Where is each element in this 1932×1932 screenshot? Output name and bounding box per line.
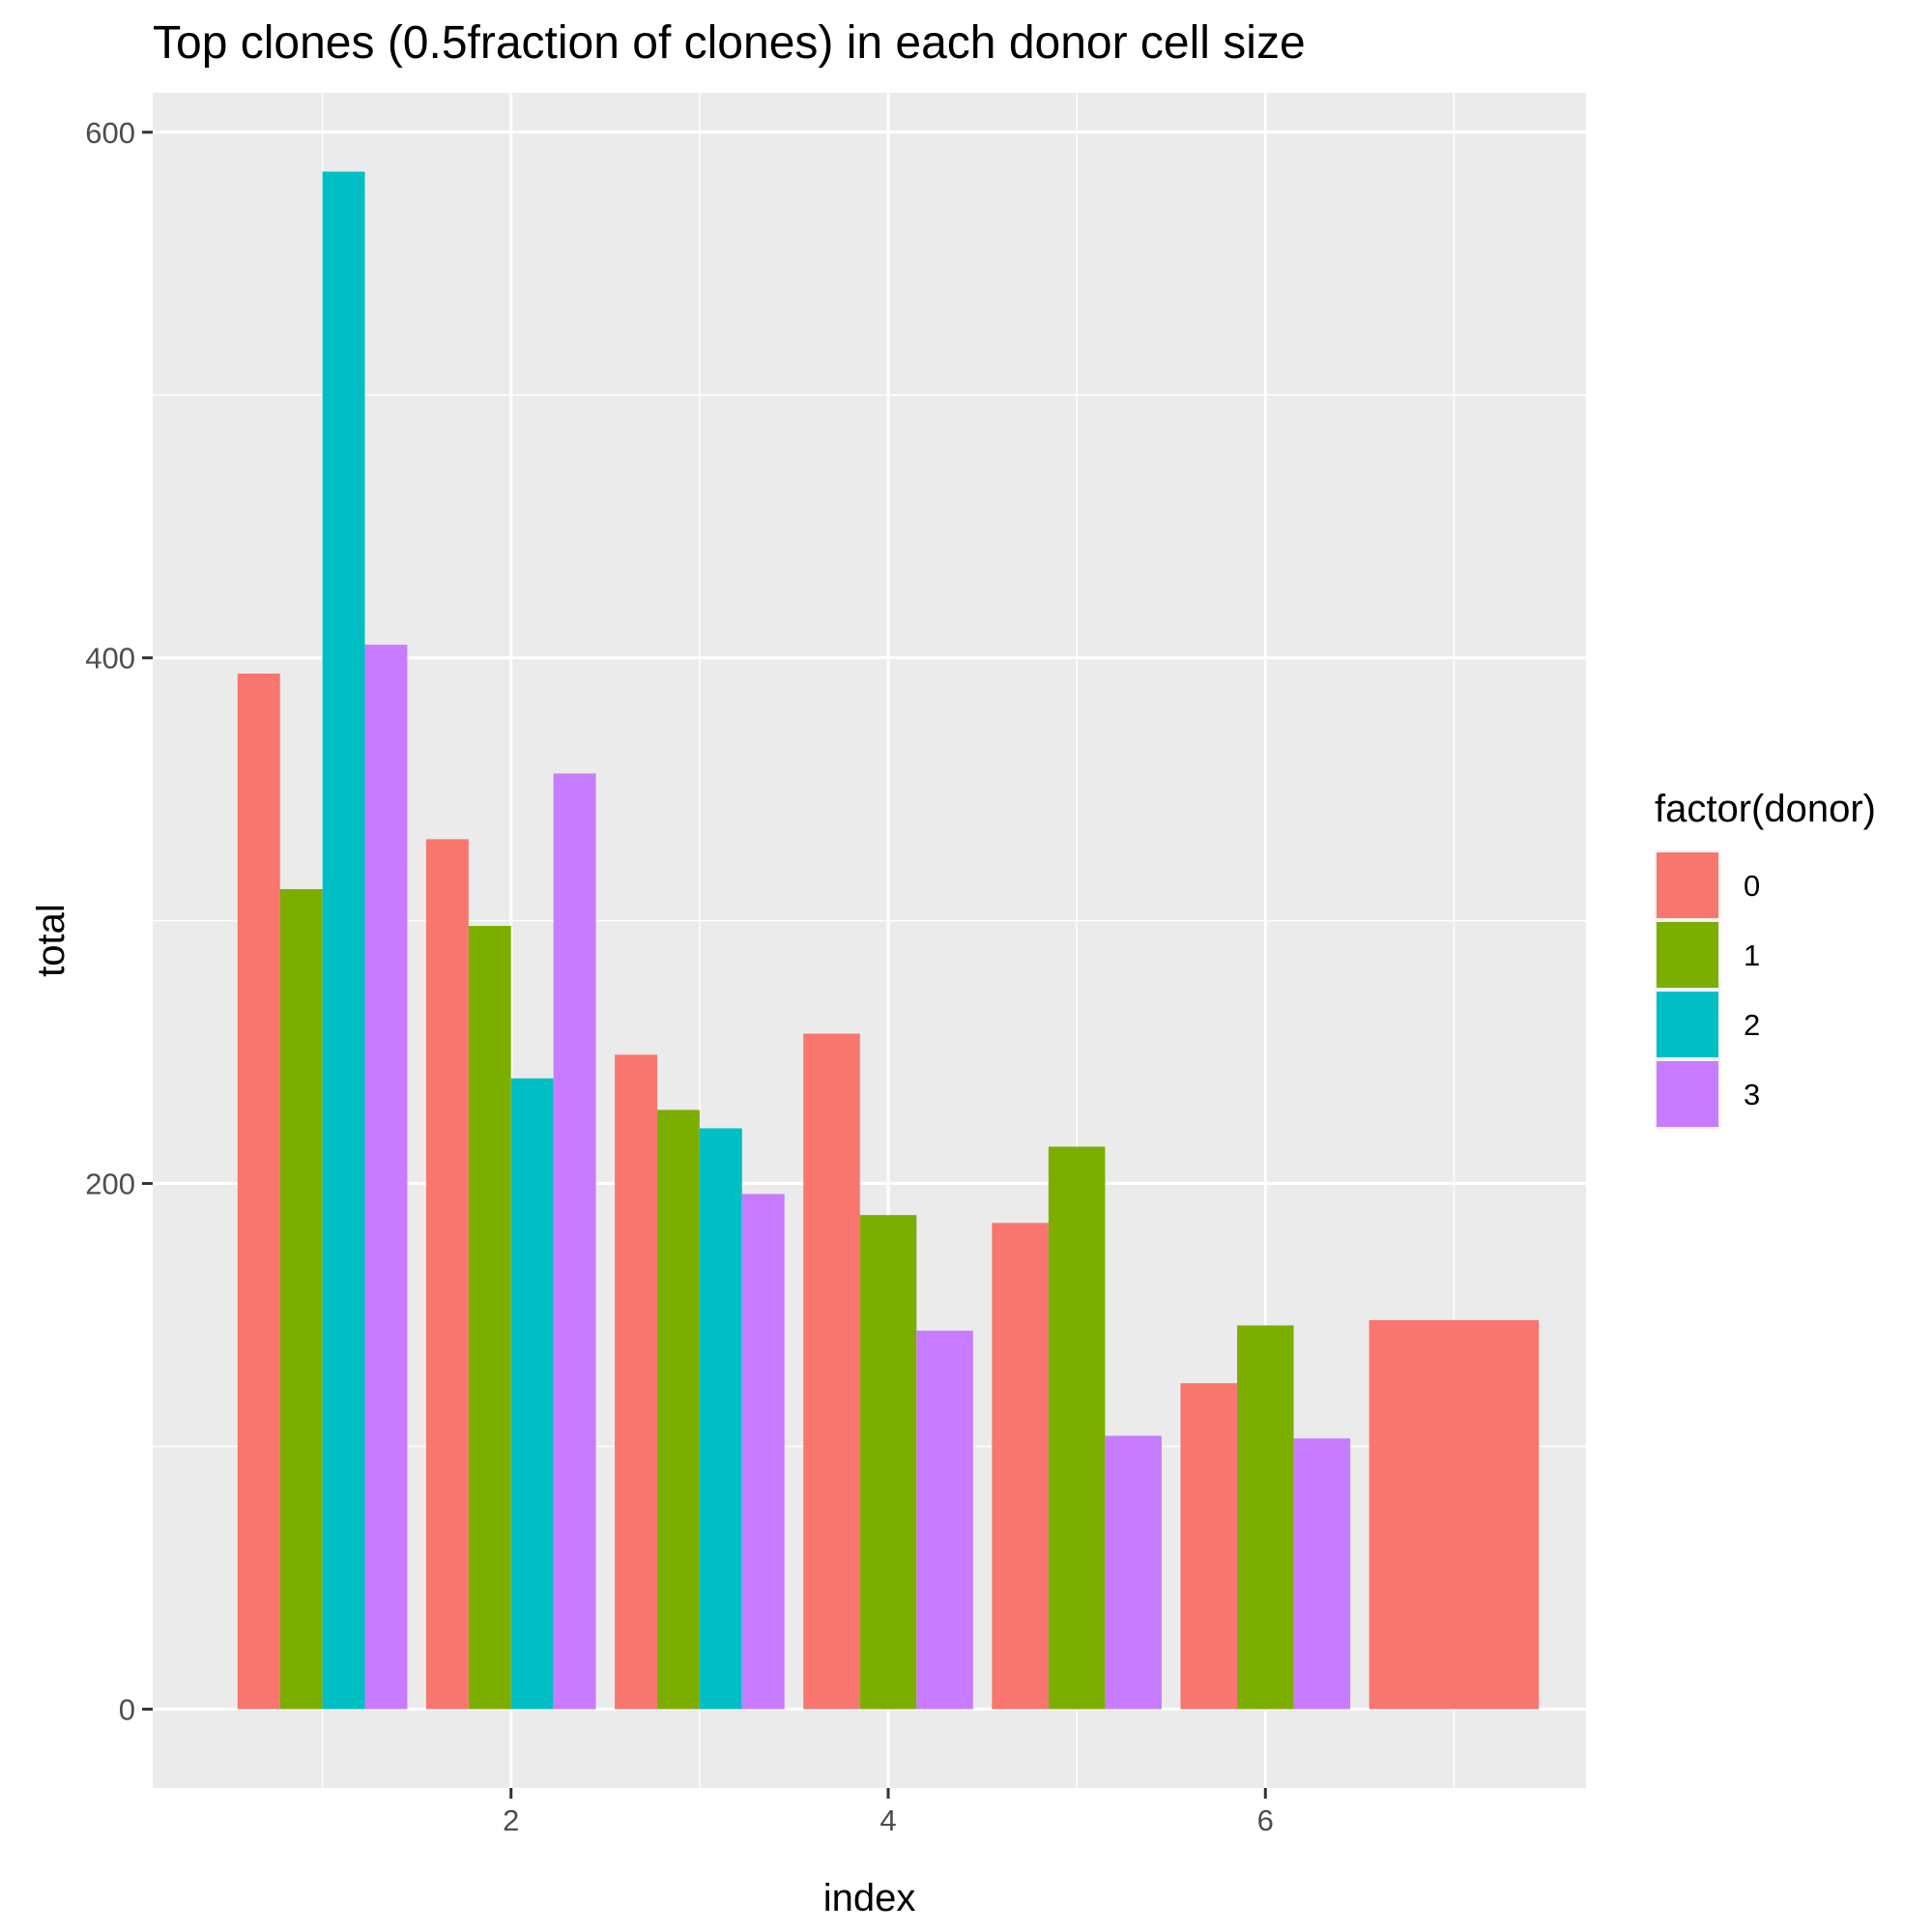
bars <box>237 171 1540 1710</box>
bar-donor-2-index-2 <box>510 1078 554 1710</box>
legend-label: 0 <box>1744 869 1760 903</box>
bar-donor-0-index-4 <box>803 1033 860 1710</box>
bar-donor-2-index-3 <box>699 1128 742 1710</box>
x-tick-label: 6 <box>1257 1803 1274 1837</box>
legend-swatch <box>1657 852 1718 918</box>
bar-donor-0-index-1 <box>237 673 280 1710</box>
legend-label: 1 <box>1744 938 1760 972</box>
legend-swatch <box>1657 1061 1718 1127</box>
bar-donor-0-index-5 <box>992 1223 1049 1710</box>
x-tick-label: 4 <box>879 1803 896 1837</box>
y-tick-label: 600 <box>85 116 135 150</box>
legend-label: 3 <box>1744 1078 1760 1111</box>
y-tick-label: 200 <box>85 1168 135 1201</box>
bar-donor-3-index-3 <box>741 1194 785 1710</box>
legend-swatch <box>1657 922 1718 988</box>
bar-donor-2-index-1 <box>322 171 365 1710</box>
bar-donor-0-index-6 <box>1180 1383 1238 1710</box>
bar-donor-3-index-4 <box>916 1330 973 1710</box>
bar-donor-3-index-5 <box>1105 1435 1162 1710</box>
bar-donor-3-index-1 <box>364 645 408 1710</box>
legend-title: factor(donor) <box>1655 788 1876 830</box>
x-axis-title: index <box>823 1877 916 1919</box>
chart-title: Top clones (0.5fraction of clones) in ea… <box>153 17 1306 69</box>
bar-donor-1-index-5 <box>1048 1146 1106 1710</box>
bar-donor-1-index-3 <box>656 1110 700 1710</box>
bar-donor-0-index-2 <box>425 839 469 1710</box>
x-tick-label: 2 <box>503 1803 519 1837</box>
y-axis-title: total <box>30 904 72 977</box>
legend: factor(donor) 0 1 2 3 <box>1655 788 1876 1129</box>
bar-donor-1-index-2 <box>468 926 511 1710</box>
legend-label: 2 <box>1744 1008 1760 1042</box>
x-axis: 2 4 6 <box>503 1788 1274 1837</box>
y-tick-label: 400 <box>85 642 135 676</box>
bar-donor-1-index-4 <box>859 1215 917 1710</box>
y-tick-label: 0 <box>119 1692 135 1726</box>
y-axis: 0 200 400 600 <box>85 116 153 1726</box>
bar-donor-0-index-3 <box>615 1054 657 1710</box>
bar-donor-3-index-6 <box>1293 1438 1351 1710</box>
bar-donor-1-index-6 <box>1237 1325 1294 1710</box>
bar-donor-0-index-7 <box>1369 1319 1540 1710</box>
bar-donor-3-index-2 <box>553 773 596 1710</box>
bar-donor-1-index-1 <box>279 888 323 1710</box>
legend-swatch <box>1657 992 1718 1057</box>
